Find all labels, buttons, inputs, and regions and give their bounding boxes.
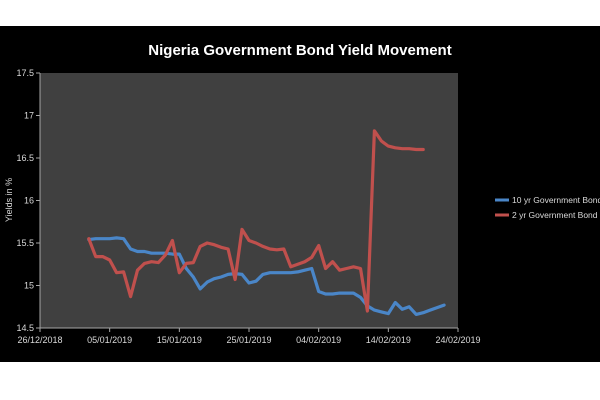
y-tick-label: 15.5 (16, 238, 34, 248)
x-tick-label: 14/02/2019 (366, 335, 411, 345)
legend-label: 2 yr Government Bond (512, 210, 598, 220)
legend: 10 yr Government Bond 2 yr Government Bon… (495, 195, 600, 220)
chart-title: Nigeria Government Bond Yield Movement (148, 42, 451, 59)
series-line-2yr (87, 129, 425, 313)
y-tick-label: 16 (24, 196, 34, 206)
x-tick-label: 26/12/2018 (17, 335, 62, 345)
x-tick-label: 24/02/2019 (435, 335, 480, 345)
series-line-10yr (87, 236, 446, 316)
x-tick-label: 25/01/2019 (226, 335, 271, 345)
y-tick-label: 15 (24, 281, 34, 291)
plot-area (40, 73, 458, 328)
y-tick-label: 17.5 (16, 68, 34, 78)
chart-frame: Nigeria Government Bond Yield Movement 1… (0, 26, 600, 362)
y-axis: 14.5 15 15.5 16 16.5 17 17.5 (16, 68, 41, 333)
y-tick-label: 16.5 (16, 153, 34, 163)
series-layer (87, 129, 446, 316)
y-tick-label: 14.5 (16, 323, 34, 333)
x-tick-label: 15/01/2019 (157, 335, 202, 345)
y-axis-label: Yields in % (4, 178, 14, 222)
x-tick-label: 05/01/2019 (87, 335, 132, 345)
x-tick-label: 04/02/2019 (296, 335, 341, 345)
x-axis: 26/12/2018 05/01/2019 15/01/2019 25/01/2019… (17, 327, 481, 345)
y-tick-label: 17 (24, 111, 34, 121)
line-chart: Nigeria Government Bond Yield Movement 1… (4, 42, 600, 345)
legend-label: 10 yr Government Bond (512, 195, 600, 205)
